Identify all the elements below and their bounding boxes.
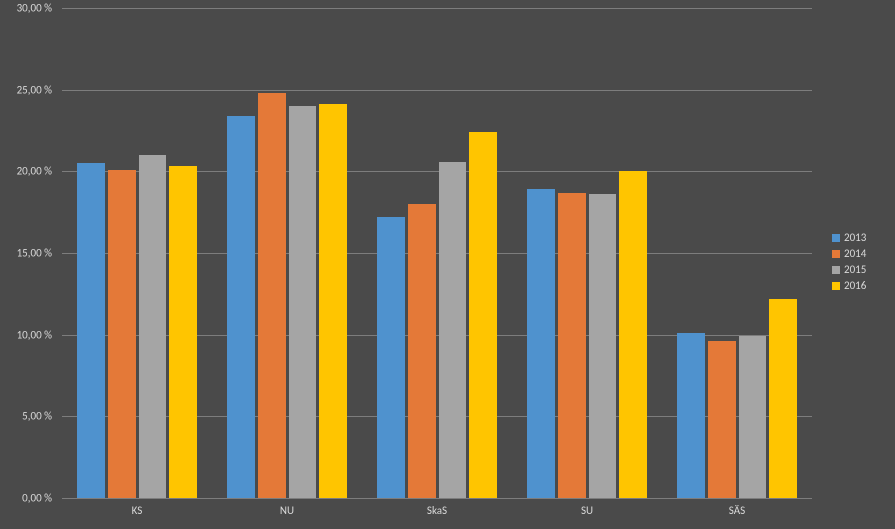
gridline — [62, 90, 812, 91]
y-tick-label: 15,00 % — [0, 247, 52, 260]
grouped-bar-chart: 0,00 % 5,00 % 10,00 % 15,00 % 20,00 % 25,00 %… — [0, 0, 895, 529]
bar — [258, 93, 286, 498]
legend-item: 2013 — [832, 231, 866, 244]
bar — [227, 116, 255, 498]
bar — [289, 106, 317, 498]
bar — [377, 217, 405, 498]
legend-label: 2014 — [844, 247, 866, 260]
x-tick-label: SU — [581, 504, 593, 517]
gridline — [62, 8, 812, 9]
bar — [108, 170, 136, 498]
bar — [77, 163, 105, 498]
y-tick-label: 0,00 % — [0, 492, 52, 505]
legend-item: 2015 — [832, 263, 866, 276]
legend-swatch — [832, 250, 840, 258]
y-tick-label: 20,00 % — [0, 165, 52, 178]
y-tick-label: 10,00 % — [0, 328, 52, 341]
legend-label: 2016 — [844, 279, 866, 292]
bar — [319, 104, 347, 498]
bar — [708, 341, 736, 498]
legend-label: 2013 — [844, 231, 866, 244]
bar — [469, 132, 497, 498]
legend-swatch — [832, 234, 840, 242]
y-tick-label: 30,00 % — [0, 2, 52, 15]
legend: 2013 2014 2015 2016 — [832, 228, 866, 295]
x-tick-label: SkaS — [427, 504, 447, 517]
bar — [589, 194, 617, 498]
x-tick-label: SÄS — [729, 504, 745, 517]
legend-item: 2016 — [832, 279, 866, 292]
bar — [439, 162, 467, 498]
bar — [408, 204, 436, 498]
y-tick-label: 25,00 % — [0, 83, 52, 96]
legend-swatch — [832, 266, 840, 274]
bar — [769, 299, 797, 498]
legend-label: 2015 — [844, 263, 866, 276]
x-tick-label: NU — [280, 504, 294, 517]
gridline — [62, 498, 812, 499]
legend-item: 2014 — [832, 247, 866, 260]
legend-swatch — [832, 282, 840, 290]
y-tick-label: 5,00 % — [0, 410, 52, 423]
bar — [619, 171, 647, 498]
bar — [558, 193, 586, 498]
bar — [739, 336, 767, 498]
plot-area — [62, 8, 812, 498]
bar — [677, 333, 705, 498]
x-tick-label: KS — [132, 504, 143, 517]
bar — [169, 166, 197, 498]
bar — [139, 155, 167, 498]
bar — [527, 189, 555, 498]
